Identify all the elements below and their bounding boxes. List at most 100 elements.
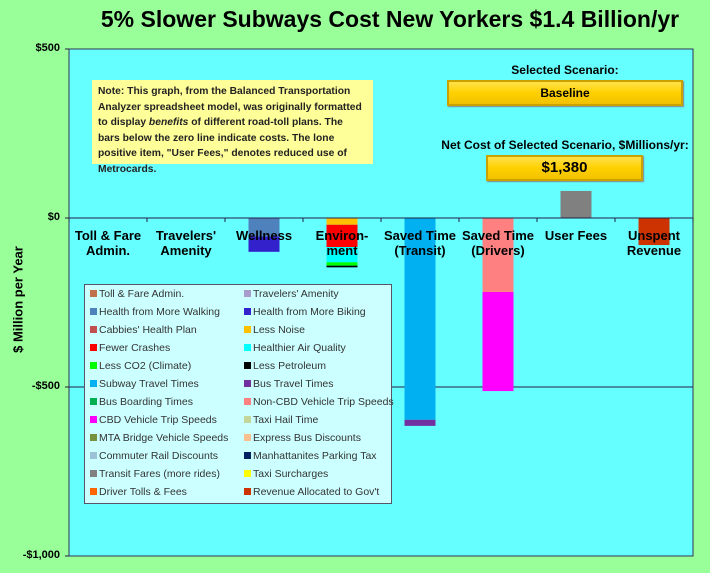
category-label: Saved Time (Drivers): [459, 228, 537, 258]
note-text-1: Note: This graph, from the Balanced Tran…: [98, 86, 362, 128]
legend-swatch: [244, 452, 251, 459]
bar-segment-10-4: [404, 218, 436, 420]
category-label: Toll & Fare Admin.: [69, 228, 147, 258]
legend-item: Transit Fares (more rides): [90, 468, 220, 480]
category-label-line: Admin.: [85, 243, 131, 258]
legend-label: Subway Travel Times: [99, 378, 199, 390]
legend-item: Taxi Hail Time: [244, 414, 318, 426]
legend-item: Express Bus Discounts: [244, 432, 361, 444]
category-label-line: Travelers': [155, 228, 217, 243]
category-label-line: User Fees: [544, 228, 608, 243]
legend-label: Taxi Surcharges: [253, 468, 329, 480]
scenario-label: Selected Scenario:: [511, 63, 619, 77]
bar-segment-7-3: [326, 247, 358, 263]
bar-segment-8-3: [326, 262, 358, 266]
legend-item: Less CO2 (Climate): [90, 360, 191, 372]
legend-label: Bus Travel Times: [253, 378, 334, 390]
legend-label: Revenue Allocated to Gov't: [253, 486, 380, 498]
legend-label: Fewer Crashes: [99, 342, 171, 354]
category-label-line: Toll & Fare: [74, 228, 142, 243]
net-cost-label: Net Cost of Selected Scenario, $Millions…: [441, 138, 689, 152]
category-label: Travelers' Amenity: [147, 228, 225, 258]
legend-label: Health from More Walking: [99, 306, 220, 318]
legend-label: Travelers' Amenity: [253, 288, 339, 300]
legend-swatch: [90, 380, 97, 387]
note-text-2: of different road-toll plans. The bars b…: [98, 117, 347, 175]
category-label-line: (Transit): [394, 243, 446, 258]
legend-swatch: [244, 290, 251, 297]
legend-swatch: [90, 326, 97, 333]
legend-label: Bus Boarding Times: [99, 396, 193, 408]
legend-label: Healthier Air Quality: [253, 342, 346, 354]
legend-item: Cabbies' Health Plan: [90, 324, 197, 336]
legend-item: Travelers' Amenity: [244, 288, 339, 300]
legend-item: Fewer Crashes: [90, 342, 170, 354]
category-label: Environ-ment: [303, 228, 381, 258]
category-label-line: Environ-: [315, 228, 369, 243]
net-cost-value: $1,380: [486, 155, 643, 181]
category-label-line: Saved Time: [461, 228, 535, 243]
bar-segment-20-6: [560, 190, 592, 218]
chart-title: 5% Slower Subways Cost New Yorkers $1.4 …: [100, 6, 680, 32]
legend-swatch: [244, 362, 251, 369]
legend-item: Driver Tolls & Fees: [90, 486, 187, 498]
legend-label: Express Bus Discounts: [253, 432, 361, 444]
legend-label: Toll & Fare Admin.: [99, 288, 185, 300]
legend-label: Cabbies' Health Plan: [99, 324, 197, 336]
legend-item: Healthier Air Quality: [244, 342, 346, 354]
category-label: Wellness: [225, 228, 303, 243]
bar-segment-2-2: [248, 218, 280, 237]
legend-item: Taxi Surcharges: [244, 468, 328, 480]
category-label-line: Amenity: [160, 243, 212, 258]
bar-segment-14-5: [482, 292, 514, 392]
category-label-line: Revenue: [626, 243, 682, 258]
legend-swatch: [244, 344, 251, 351]
legend-label: Taxi Hail Time: [253, 414, 319, 426]
legend-swatch: [244, 326, 251, 333]
legend-swatch: [244, 380, 251, 387]
legend-swatch: [90, 398, 97, 405]
legend-item: CBD Vehicle Trip Speeds: [90, 414, 217, 426]
bar-segment-5-3: [326, 218, 358, 225]
legend-item: Commuter Rail Discounts: [90, 450, 218, 462]
legend-swatch: [244, 488, 251, 495]
legend-label: Non-CBD Vehicle Trip Speeds: [253, 396, 394, 408]
legend-label: CBD Vehicle Trip Speeds: [99, 414, 217, 426]
bar-segment-13-5: [482, 218, 514, 293]
category-label: Unspent Revenue: [615, 228, 693, 258]
legend-item: Health from More Walking: [90, 306, 220, 318]
legend-swatch: [90, 452, 97, 459]
legend-label: MTA Bridge Vehicle Speeds: [99, 432, 229, 444]
legend-label: Commuter Rail Discounts: [99, 450, 219, 462]
legend-swatch: [244, 398, 251, 405]
scenario-selector[interactable]: Baseline: [447, 80, 683, 106]
category-label-line: ment: [326, 243, 358, 258]
legend-swatch: [244, 470, 251, 477]
legend-item: MTA Bridge Vehicle Speeds: [90, 432, 228, 444]
note-box: Note: This graph, from the Balanced Tran…: [92, 80, 373, 175]
y-axis-label: $ Million per Year: [10, 246, 26, 353]
legend-item: Toll & Fare Admin.: [90, 288, 184, 300]
category-label-line: Saved Time: [383, 228, 457, 243]
legend-label: Less Noise: [253, 324, 305, 336]
legend-swatch: [90, 488, 97, 495]
y-tick-label: $0: [47, 211, 60, 223]
legend-swatch: [90, 470, 97, 477]
category-label-line: (Drivers): [471, 243, 525, 258]
legend-item: Subway Travel Times: [90, 378, 199, 390]
category-label-line: Unspent: [628, 228, 680, 243]
legend-swatch: [244, 416, 251, 423]
bar-segment-3-2: [248, 236, 280, 252]
legend-label: Health from More Biking: [253, 306, 366, 318]
legend-item: Bus Travel Times: [244, 378, 334, 390]
y-tick-label: -$1,000: [22, 549, 60, 561]
legend-label: Transit Fares (more rides): [99, 468, 220, 480]
legend-label: Less CO2 (Climate): [99, 360, 192, 372]
legend-label: Manhattanites Parking Tax: [253, 450, 377, 462]
category-label-line: Wellness: [235, 228, 293, 243]
legend-item: Health from More Biking: [244, 306, 366, 318]
category-label: Saved Time (Transit): [381, 228, 459, 258]
bar-segment-23-7: [638, 218, 670, 246]
y-tick-label: $500: [35, 42, 60, 54]
legend-swatch: [90, 290, 97, 297]
